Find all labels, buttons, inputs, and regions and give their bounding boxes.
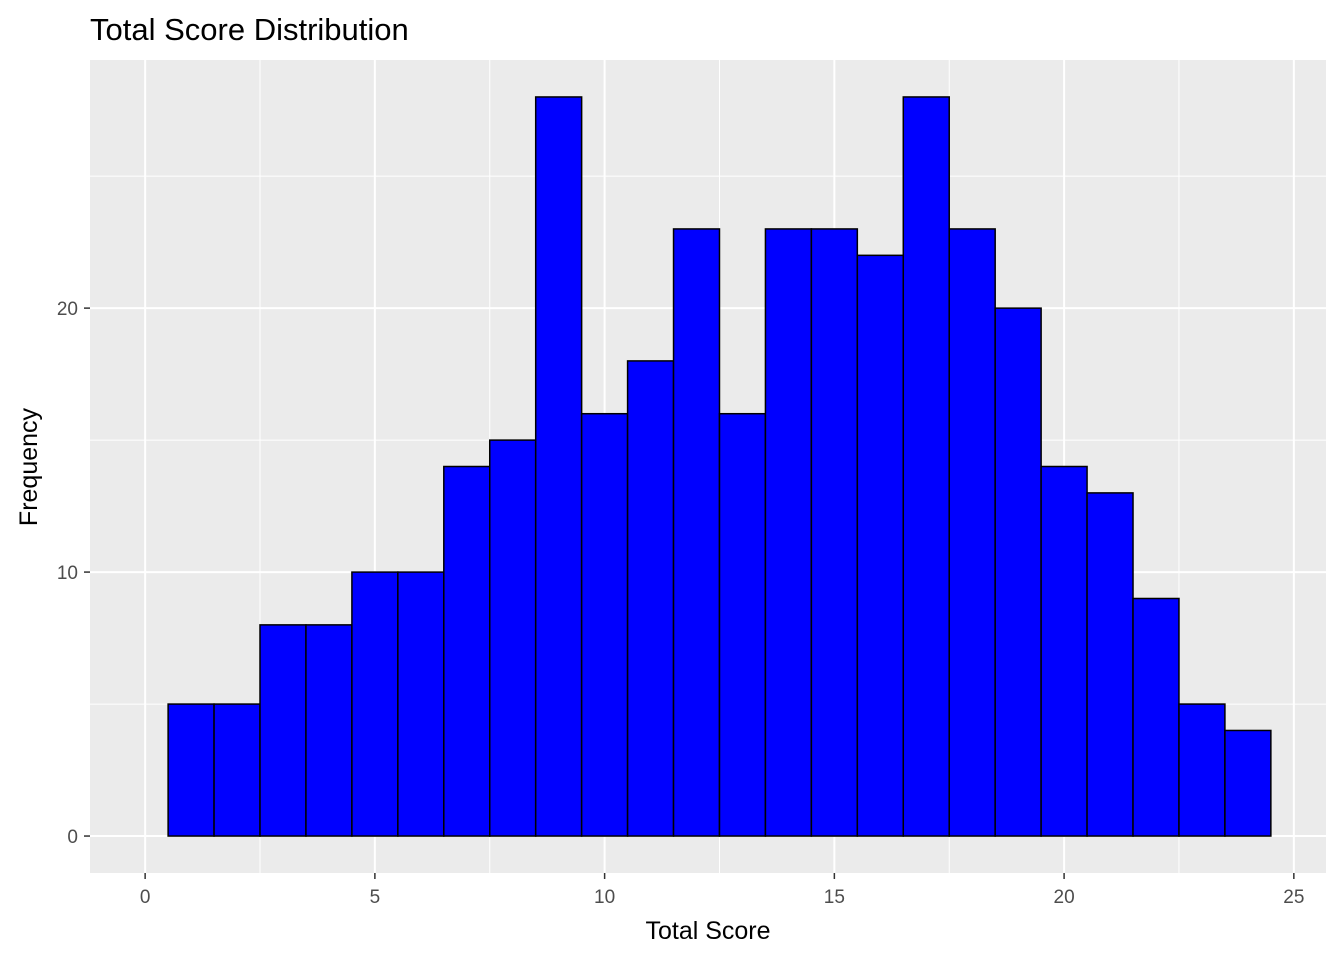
x-axis-title: Total Score [645, 917, 770, 945]
histogram-bar [626, 360, 675, 837]
histogram-bar [397, 571, 445, 837]
x-tick-label: 15 [824, 887, 845, 908]
histogram-bars [167, 96, 1272, 837]
x-axis-ticks: 0 5 10 15 20 25 [140, 873, 1304, 908]
histogram-bar [856, 254, 905, 837]
histogram-bar [994, 307, 1042, 837]
histogram-bar [213, 703, 261, 837]
histogram-bar [534, 96, 583, 837]
histogram-bar [672, 228, 721, 837]
histogram-bar [167, 703, 215, 837]
histogram-bar [351, 571, 399, 837]
y-tick-label: 10 [57, 563, 78, 584]
x-tick-label: 5 [370, 887, 381, 908]
histogram-bar [948, 228, 996, 837]
histogram-bar [1132, 597, 1180, 837]
x-tick-label: 20 [1054, 887, 1075, 908]
histogram-bar [718, 412, 767, 837]
histogram-bar [259, 624, 307, 837]
y-tick-label: 0 [67, 827, 78, 848]
histogram-bar [810, 228, 859, 837]
histogram-bar [1178, 703, 1226, 837]
histogram-bar [305, 624, 353, 837]
histogram-bar [1040, 465, 1088, 837]
histogram-bar [1224, 729, 1272, 837]
histogram-bar [902, 96, 950, 837]
x-tick-label: 0 [140, 887, 151, 908]
histogram-bar [580, 412, 629, 837]
y-axis-title: Frequency [15, 407, 43, 526]
histogram-bar [443, 465, 491, 837]
x-tick-label: 25 [1283, 887, 1304, 908]
histogram-bar [764, 228, 813, 837]
histogram-bar [488, 439, 537, 837]
y-tick-label: 20 [57, 299, 78, 320]
x-tick-label: 10 [594, 887, 615, 908]
y-axis-ticks: 0 10 20 [57, 299, 90, 848]
chart-title: Total Score Distribution [90, 12, 409, 47]
histogram-bar [1086, 492, 1134, 837]
